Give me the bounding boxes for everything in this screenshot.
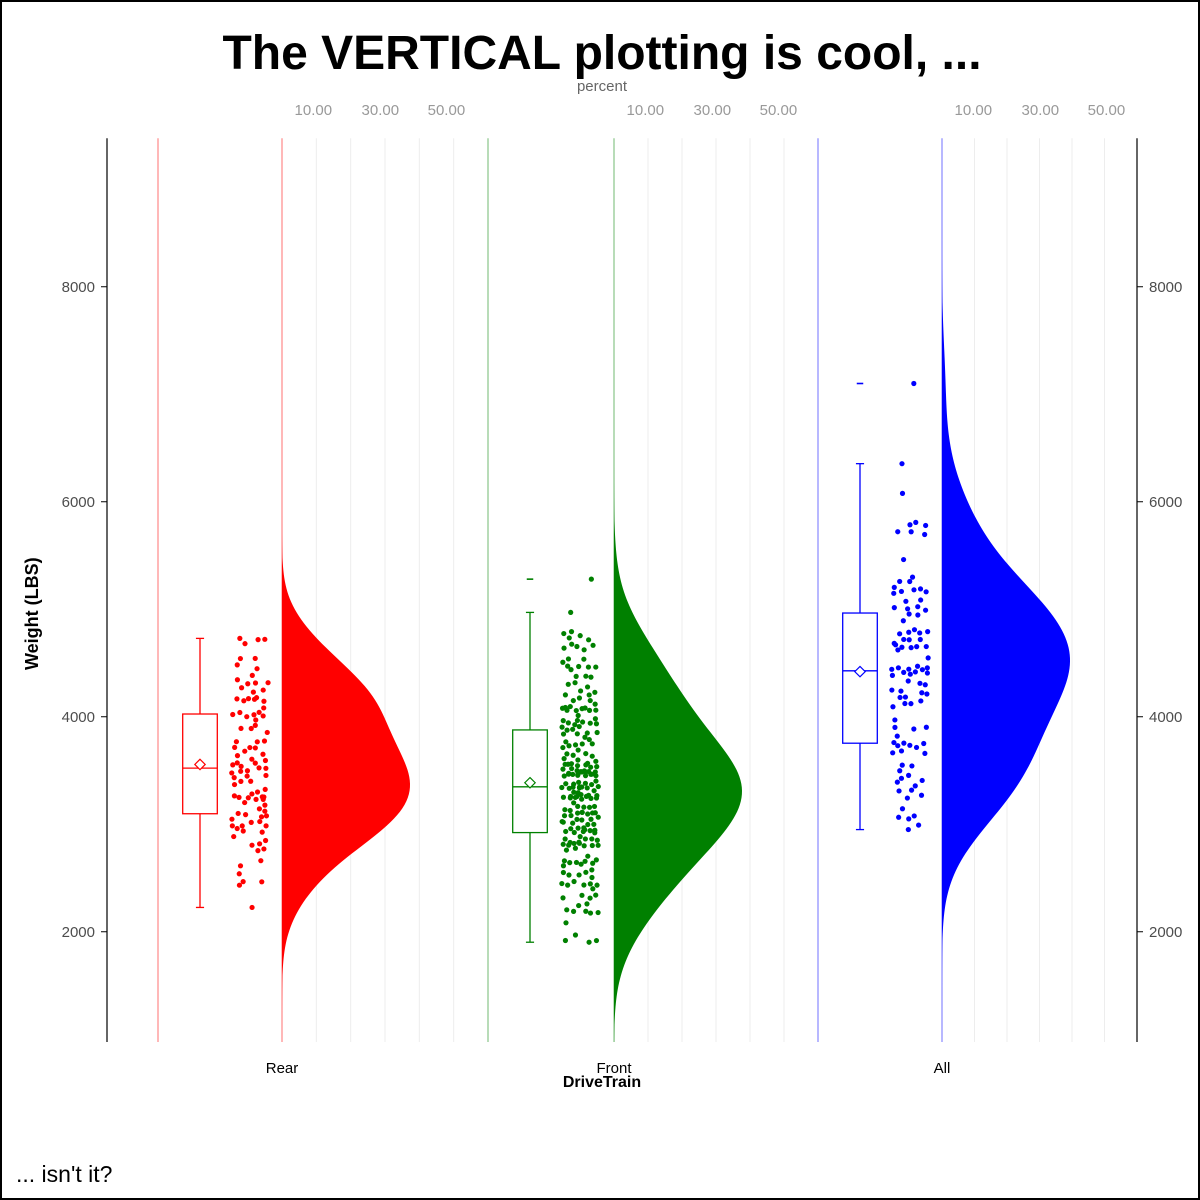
svg-text:30.00: 30.00 (1022, 102, 1060, 119)
svg-text:10.00: 10.00 (295, 102, 333, 119)
svg-text:50.00: 50.00 (428, 102, 466, 119)
svg-text:4000: 4000 (62, 709, 95, 726)
svg-text:30.00: 30.00 (362, 102, 400, 119)
svg-text:8000: 8000 (62, 279, 95, 296)
svg-text:50.00: 50.00 (1088, 102, 1126, 119)
svg-text:10.00: 10.00 (955, 102, 993, 119)
svg-text:50.00: 50.00 (760, 102, 798, 119)
svg-text:2000: 2000 (1149, 924, 1182, 941)
svg-text:30.00: 30.00 (694, 102, 732, 119)
svg-text:6000: 6000 (1149, 494, 1182, 511)
svg-text:6000: 6000 (62, 494, 95, 511)
svg-text:2000: 2000 (62, 924, 95, 941)
svg-text:8000: 8000 (1149, 279, 1182, 296)
svg-text:10.00: 10.00 (627, 102, 665, 119)
svg-text:4000: 4000 (1149, 709, 1182, 726)
